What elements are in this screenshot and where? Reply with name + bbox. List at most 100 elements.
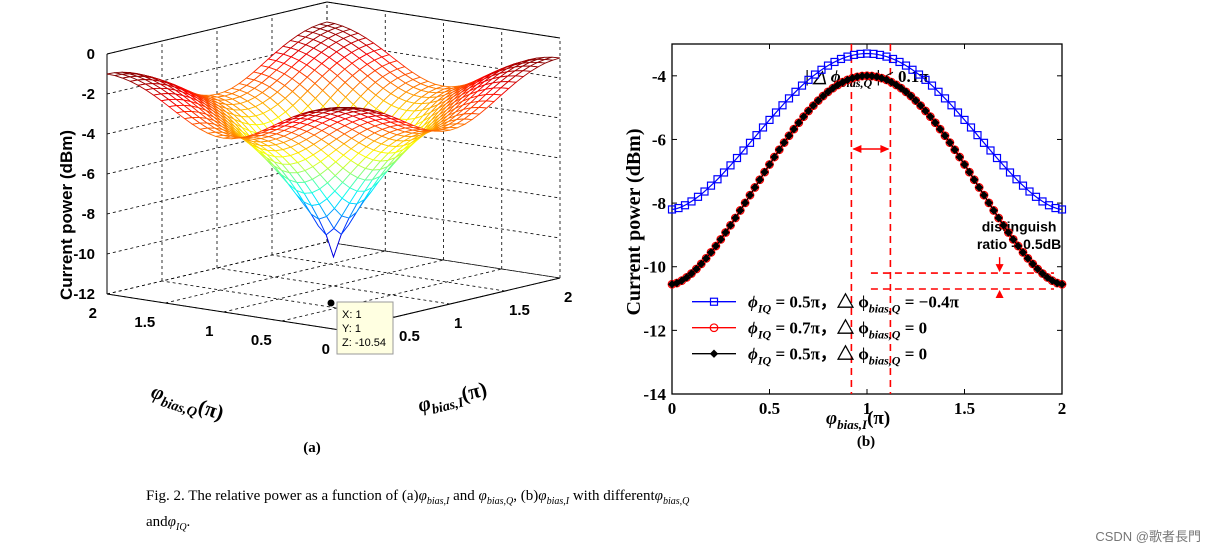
series-marker — [914, 70, 924, 79]
caption-phi-4: φ — [654, 488, 663, 504]
y-axis-line — [106, 293, 341, 331]
series-marker — [1028, 259, 1037, 269]
series-marker — [817, 65, 826, 74]
series-marker — [692, 264, 701, 274]
series-marker — [896, 83, 906, 93]
datatip-box — [336, 301, 394, 355]
series-marker — [809, 101, 818, 110]
series-marker — [752, 131, 761, 140]
caption-phi-5: φ — [167, 514, 176, 530]
series-marker — [901, 61, 911, 70]
series-marker — [755, 175, 764, 184]
series-marker — [950, 145, 959, 154]
y-tick-label: 1.5 — [134, 314, 155, 331]
line-plot-y-axis-label: Current power (dBm) — [623, 128, 645, 315]
series-marker — [940, 131, 950, 140]
x-tick-label: 0.5 — [759, 399, 780, 418]
series-marker — [731, 213, 740, 223]
surface-y-axis-label: φbias,Q(π) — [147, 379, 227, 429]
surface-x-label-symbol: φ — [415, 391, 433, 417]
legend-sub2: bias,Q — [869, 302, 901, 316]
series-marker — [935, 124, 945, 134]
caption-sub-3: bias,I — [546, 496, 570, 507]
range-arrow-head-left — [852, 145, 862, 153]
line-plot-series — [667, 49, 1067, 289]
y-tick-label: -12 — [643, 321, 666, 340]
series-marker — [927, 81, 937, 90]
x-tick-label: 0.5 — [399, 328, 420, 345]
x-tick-label: 2 — [564, 289, 572, 306]
series-marker — [945, 138, 955, 147]
series-marker — [989, 206, 998, 215]
series-marker — [984, 198, 994, 208]
series-square — [667, 49, 1067, 214]
legend-marker — [709, 349, 719, 358]
series-marker — [979, 138, 989, 147]
caption-and-1: and — [449, 488, 479, 504]
y-tick-label: -10 — [643, 258, 666, 277]
x-tick-label: 1 — [454, 315, 462, 332]
series-marker — [736, 206, 745, 215]
series-marker — [1033, 264, 1042, 274]
series-marker — [716, 235, 725, 244]
series-marker — [999, 221, 1008, 230]
series-marker — [789, 124, 799, 134]
series-marker — [779, 138, 789, 147]
series-marker — [693, 192, 703, 201]
series-marker — [726, 161, 735, 170]
series-marker — [765, 115, 774, 125]
watermark: CSDN @歌者長門 — [1095, 529, 1201, 544]
line-plot-x-axis-label: φbias,I(π) — [826, 408, 890, 432]
range-arrow-head-right — [880, 145, 890, 153]
datatip-x: X: 1 — [342, 309, 362, 321]
x-tick-label: 1.5 — [954, 399, 975, 418]
series-marker — [947, 101, 956, 110]
series-marker — [892, 80, 901, 90]
caption-phi-3: φ — [538, 488, 547, 504]
caption-phi-1: φ — [418, 488, 427, 504]
series-diamond — [667, 71, 1067, 289]
y-tick-label: 0 — [322, 341, 330, 358]
x-tick-label: 2 — [1058, 399, 1067, 418]
legend-marker — [709, 323, 719, 333]
series-marker — [992, 153, 1002, 163]
series-marker — [804, 75, 813, 84]
ratio-arrow-down-head — [995, 264, 1004, 273]
series-marker — [784, 94, 794, 103]
legend-symbol: ϕ — [748, 293, 758, 312]
series-marker — [1018, 248, 1028, 257]
series-marker — [1012, 175, 1021, 184]
series-marker — [758, 123, 768, 132]
y-tick-label: 0.5 — [251, 332, 272, 349]
legend-entry: ϕIQ = 0.5π，△ ϕbias,Q = −0.4π — [748, 292, 960, 316]
series-marker — [828, 83, 838, 93]
line-plot-ticks: 0 0.5 1 1.5 2 -4 -6 -8 -10 -12 -14 — [643, 44, 1066, 418]
surface-x-axis-label: φbias,I(π) — [415, 377, 490, 421]
legend-end: = 0 — [900, 345, 927, 364]
figure-caption: Fig. 2. The relative power as a function… — [146, 486, 1106, 538]
series-marker — [726, 221, 735, 230]
legend-symbol: ϕ — [748, 345, 758, 364]
series-marker — [697, 259, 706, 269]
legend-rest: = 0.5π，△ ϕ — [771, 344, 869, 364]
series-marker — [791, 87, 800, 96]
surface-datatip: X: 1 Y: 1 Z: -10.54 — [327, 299, 394, 355]
caption-prefix: Fig. 2. The relative power as a function… — [146, 488, 419, 504]
series-marker — [784, 131, 794, 140]
surface-z-axis-label: Current power (dBm) — [57, 130, 76, 300]
series-marker — [906, 91, 916, 101]
datatip-y: Y: 1 — [342, 323, 361, 335]
line-x-label-symbol: φ — [826, 408, 837, 429]
caption-sub-1: bias,I — [426, 496, 450, 507]
legend-end: = 0 — [900, 319, 927, 338]
series-marker — [974, 183, 984, 192]
caption-sub-2: bias,Q — [486, 496, 514, 507]
series-marker — [953, 108, 963, 117]
series-marker — [931, 118, 940, 127]
caption-mid: , (b) — [513, 488, 539, 504]
legend-sub: IQ — [757, 354, 772, 368]
datatip-z: Z: -10.54 — [342, 337, 386, 349]
